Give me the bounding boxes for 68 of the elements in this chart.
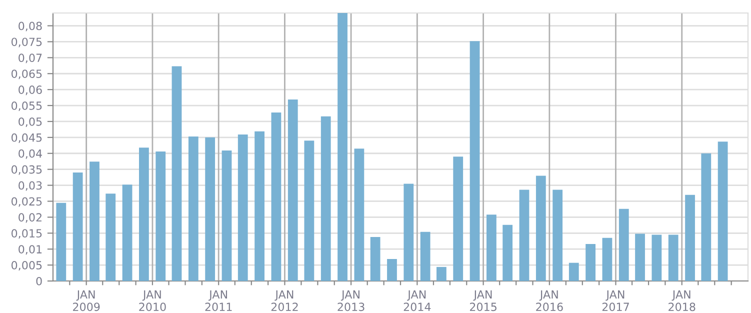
bar [387, 258, 397, 281]
bar [222, 150, 232, 281]
bar [635, 234, 645, 281]
x-tick-label: JAN 2010 [139, 290, 166, 312]
y-tick-label: 0,045 [12, 133, 42, 143]
bar [502, 224, 513, 281]
x-tick-label: JAN 2014 [404, 290, 431, 312]
y-tick-label: 0,06 [18, 86, 42, 96]
bar [156, 151, 166, 281]
bar [701, 153, 712, 281]
bar [536, 176, 546, 281]
bar [618, 208, 629, 281]
bar [188, 136, 198, 281]
bar [436, 266, 446, 281]
y-tick-label: 0,055 [12, 102, 42, 112]
bar [139, 148, 149, 281]
bar [486, 214, 496, 281]
bar [470, 41, 480, 281]
y-tick-label: 0,035 [12, 165, 42, 175]
bar [404, 184, 414, 281]
bar [453, 156, 464, 281]
y-tick-label: 0,04 [18, 149, 42, 159]
bar [519, 190, 530, 281]
y-tick-label: 0,02 [18, 213, 42, 223]
y-tick-label: 0,015 [12, 229, 42, 239]
bar [568, 262, 579, 281]
bar [238, 134, 248, 281]
y-tick-label: 0,08 [18, 22, 42, 32]
bar [354, 148, 364, 281]
bar [106, 194, 116, 281]
y-tick-label: 0,05 [18, 117, 42, 127]
x-tick-label: JAN 2018 [668, 290, 696, 312]
y-tick-label: 0,075 [12, 38, 42, 48]
bar [602, 238, 612, 281]
bar [254, 131, 264, 281]
bar [90, 162, 100, 281]
y-tick-label: 0,005 [12, 261, 42, 271]
bar [338, 13, 348, 281]
bar [304, 140, 314, 281]
bar [685, 194, 695, 281]
bar [586, 244, 596, 281]
x-tick-label: JAN 2015 [470, 290, 496, 312]
y-tick-label: 0,03 [18, 181, 42, 191]
y-tick-label: 0,065 [12, 70, 42, 80]
bar [668, 234, 678, 281]
bar [56, 202, 66, 281]
bar [420, 232, 430, 281]
x-tick-label: JAN 2011 [205, 290, 232, 312]
x-tick-label: JAN 2016 [536, 290, 563, 312]
y-tick-label: 0 [36, 276, 42, 286]
bar [271, 112, 282, 281]
bar [370, 236, 380, 281]
y-tick-label: 0,025 [12, 197, 42, 207]
bar [205, 137, 216, 281]
x-tick-label: JAN 2012 [271, 290, 298, 312]
bar [552, 190, 563, 281]
bar [72, 172, 83, 281]
x-tick-label: JAN 2013 [338, 290, 364, 312]
bar [718, 142, 728, 281]
y-tick-label: 0,07 [18, 54, 42, 64]
x-tick-label: JAN 2009 [73, 290, 100, 312]
bar [320, 116, 331, 281]
y-tick-label: 0,01 [18, 245, 42, 255]
x-tick-label: JAN 2017 [602, 290, 629, 312]
bar [122, 184, 132, 281]
bar [652, 234, 662, 281]
bar [288, 99, 298, 281]
bar [172, 66, 182, 281]
